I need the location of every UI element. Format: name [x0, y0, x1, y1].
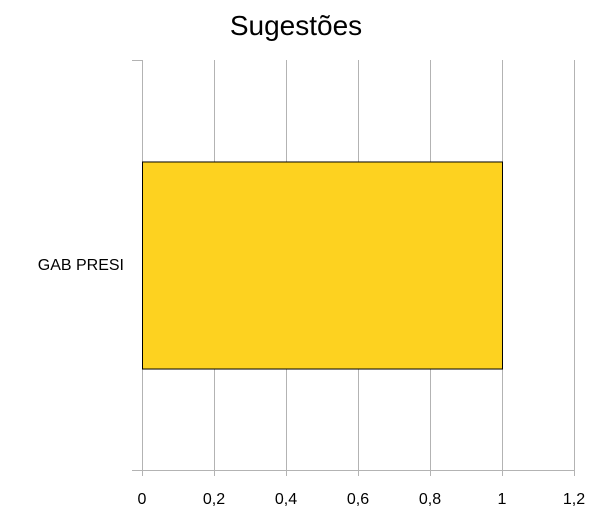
x-tick-label: 1 — [498, 491, 507, 508]
bar — [142, 161, 503, 370]
x-tick-label: 0,2 — [203, 491, 225, 508]
chart-title: Sugestões — [229, 10, 363, 41]
category-label: GAB PRESI — [38, 257, 124, 274]
x-tick-label: 0,8 — [419, 491, 441, 508]
x-tick-label: 1,2 — [563, 491, 585, 508]
x-tick-label: 0 — [138, 491, 147, 508]
x-tick-label: 0,4 — [275, 491, 297, 508]
x-tick-label: 0,6 — [347, 491, 369, 508]
